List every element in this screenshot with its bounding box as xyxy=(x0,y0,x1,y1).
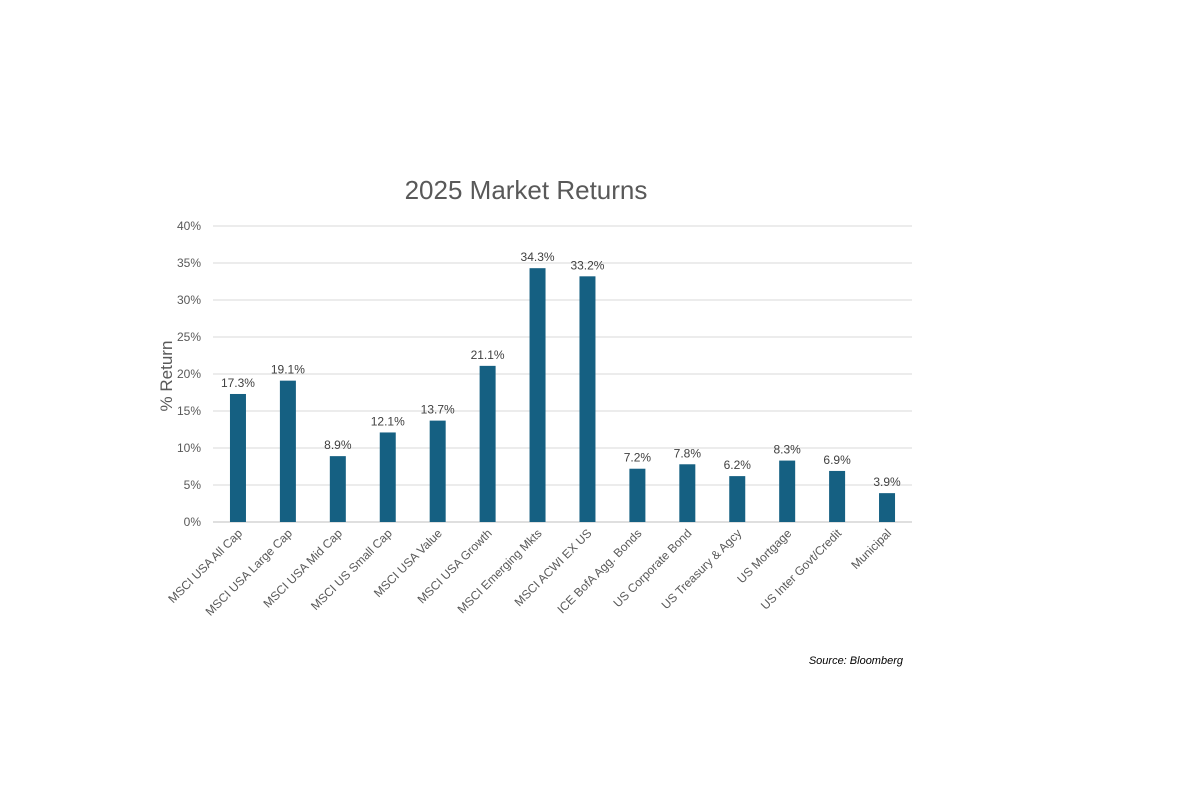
source-note: Source: Bloomberg xyxy=(809,655,904,667)
chart-title: 2025 Market Returns xyxy=(405,175,648,205)
bar xyxy=(229,393,246,522)
data-label: 8.3% xyxy=(773,443,801,457)
data-label: 8.9% xyxy=(324,438,352,452)
data-label: 34.3% xyxy=(521,250,555,264)
y-tick-label: 0% xyxy=(184,515,202,529)
y-axis-title: % Return xyxy=(157,341,176,412)
bar xyxy=(879,493,896,522)
bar xyxy=(279,380,296,522)
y-tick-label: 10% xyxy=(177,441,201,455)
bar xyxy=(379,432,396,522)
bar xyxy=(829,470,846,522)
bar xyxy=(679,464,696,522)
data-label: 3.9% xyxy=(873,475,901,489)
bar xyxy=(579,276,596,522)
data-label: 13.7% xyxy=(421,403,455,417)
data-label: 7.2% xyxy=(624,451,652,465)
data-label: 12.1% xyxy=(371,414,405,428)
y-tick-label: 15% xyxy=(177,404,201,418)
data-label: 6.9% xyxy=(823,453,851,467)
bar xyxy=(629,468,646,522)
data-label: 19.1% xyxy=(271,363,305,377)
data-label: 33.2% xyxy=(570,258,604,272)
bar xyxy=(529,268,546,522)
y-tick-label: 30% xyxy=(177,293,201,307)
data-label: 7.8% xyxy=(674,446,702,460)
y-tick-label: 35% xyxy=(177,256,201,270)
bar xyxy=(779,460,796,522)
data-label: 6.2% xyxy=(724,458,752,472)
x-tick-label: MSCI Emerging Mkts xyxy=(455,526,545,616)
data-label: 17.3% xyxy=(221,376,255,390)
bar xyxy=(729,476,746,522)
data-label: 21.1% xyxy=(471,348,505,362)
y-tick-label: 20% xyxy=(177,367,201,381)
y-tick-label: 25% xyxy=(177,330,201,344)
bar xyxy=(479,365,496,522)
y-tick-label: 5% xyxy=(184,478,202,492)
bar xyxy=(429,420,446,522)
x-tick-label: ICE BofA Agg. Bonds xyxy=(554,526,644,616)
x-tick-label: Municipal xyxy=(848,526,894,572)
y-tick-label: 40% xyxy=(177,219,201,233)
x-tick-label: MSCI USA Large Cap xyxy=(203,526,296,619)
bar xyxy=(329,456,346,522)
